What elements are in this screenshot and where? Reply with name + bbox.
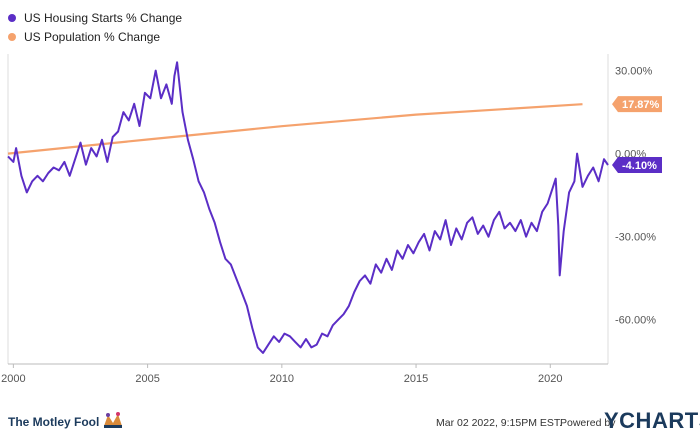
timestamp: Mar 02 2022, 9:15PM EST. [436, 417, 563, 429]
y-tick-label: -60.00% [615, 315, 656, 327]
x-tick-label: 2005 [135, 373, 159, 385]
housing-starts-line [7, 61, 609, 354]
housing-end-label: -4.10% [622, 160, 657, 172]
legend-swatch-housing [8, 13, 16, 22]
motley-fool-logo: The Motley Fool [8, 412, 124, 431]
population-end-tag [612, 96, 662, 113]
brand-name: The Motley Fool [8, 414, 100, 429]
legend-item-population: US Population % Change [8, 27, 182, 46]
y-tick-label: 30.00% [615, 66, 653, 78]
legend-label-housing: US Housing Starts % Change [24, 10, 183, 25]
chart-legend: US Housing Starts % Change US Population… [8, 8, 182, 46]
legend-item-housing: US Housing Starts % Change [8, 8, 182, 27]
population-end-label: 17.87% [622, 99, 660, 111]
legend-swatch-population [8, 32, 16, 41]
x-tick-label: 2000 [1, 373, 25, 385]
line-chart: 30.00%0.00%-30.00%-60.00%2000 2005 2010 201… [1, 54, 662, 385]
powered-by-label: Powered by [560, 417, 616, 429]
x-tick-label: 2015 [404, 373, 428, 385]
population-line [7, 103, 583, 155]
ycharts-logo[interactable]: YCHARTS [604, 408, 700, 433]
jester-hat-icon [102, 412, 124, 431]
x-tick-label: 2010 [270, 373, 294, 385]
housing-end-tag [612, 156, 662, 173]
footer: The Motley Fool Mar 02 2022, 9:15PM EST.… [0, 396, 700, 436]
y-tick-label: -30.00% [615, 232, 656, 244]
x-tick-label: 2020 [538, 373, 562, 385]
legend-label-population: US Population % Change [24, 29, 161, 44]
